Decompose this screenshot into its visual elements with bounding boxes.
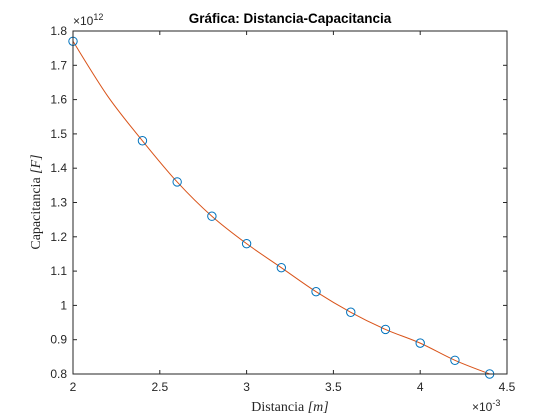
axes-box bbox=[72, 30, 508, 375]
data-point-marker bbox=[380, 324, 391, 335]
chart-title: Gráfica: Distancia-Capacitancia bbox=[189, 11, 392, 26]
y-tick-label: 1 bbox=[60, 298, 67, 312]
x-tick-label: 3.5 bbox=[325, 380, 342, 394]
data-point-marker bbox=[241, 238, 252, 249]
data-point-marker bbox=[311, 286, 321, 297]
plot-area bbox=[73, 31, 507, 374]
y-tick-label: 1.8 bbox=[50, 24, 67, 38]
y-tick-label: 1.2 bbox=[50, 230, 67, 244]
y-tick-label: 0.8 bbox=[50, 367, 67, 381]
data-layer bbox=[68, 36, 495, 379]
y-tick-label: 1.5 bbox=[50, 127, 67, 141]
y-tick-label: 1.1 bbox=[50, 264, 67, 278]
y-tick-label: 0.9 bbox=[50, 333, 67, 347]
x-axis-label: Distancia [m] bbox=[251, 400, 328, 415]
data-point-marker bbox=[276, 262, 287, 273]
y-tick-label: 1.6 bbox=[50, 93, 67, 107]
x-tick-label: 4.5 bbox=[499, 380, 516, 394]
y-tick-label: 1.4 bbox=[50, 161, 67, 175]
x-tick-label: 4 bbox=[417, 380, 424, 394]
y-axis-label: Capacitancia [F] bbox=[29, 154, 44, 249]
axis-ticks: 2 2.5 3 3.5 4 4.5 0.8 0.9 1 1.1 1.2 1.3 1.4 1.5 1.6 1.7… bbox=[50, 24, 515, 394]
x-axis-multiplier: ×10-3 bbox=[472, 398, 500, 414]
data-point-marker bbox=[172, 177, 182, 187]
data-point-marker bbox=[137, 136, 148, 146]
data-point-marker bbox=[207, 211, 217, 221]
data-point-marker bbox=[346, 307, 356, 317]
y-tick-label: 1.7 bbox=[50, 58, 67, 72]
data-point-marker bbox=[450, 355, 460, 365]
y-tick-label: 1.3 bbox=[50, 196, 67, 210]
x-tick-label: 2 bbox=[70, 380, 77, 394]
x-tick-label: 3 bbox=[243, 380, 250, 394]
data-point-marker bbox=[415, 338, 425, 348]
y-axis-multiplier: ×1012 bbox=[73, 12, 103, 28]
fit-line bbox=[72, 41, 490, 375]
x-tick-label: 2.5 bbox=[151, 380, 168, 394]
